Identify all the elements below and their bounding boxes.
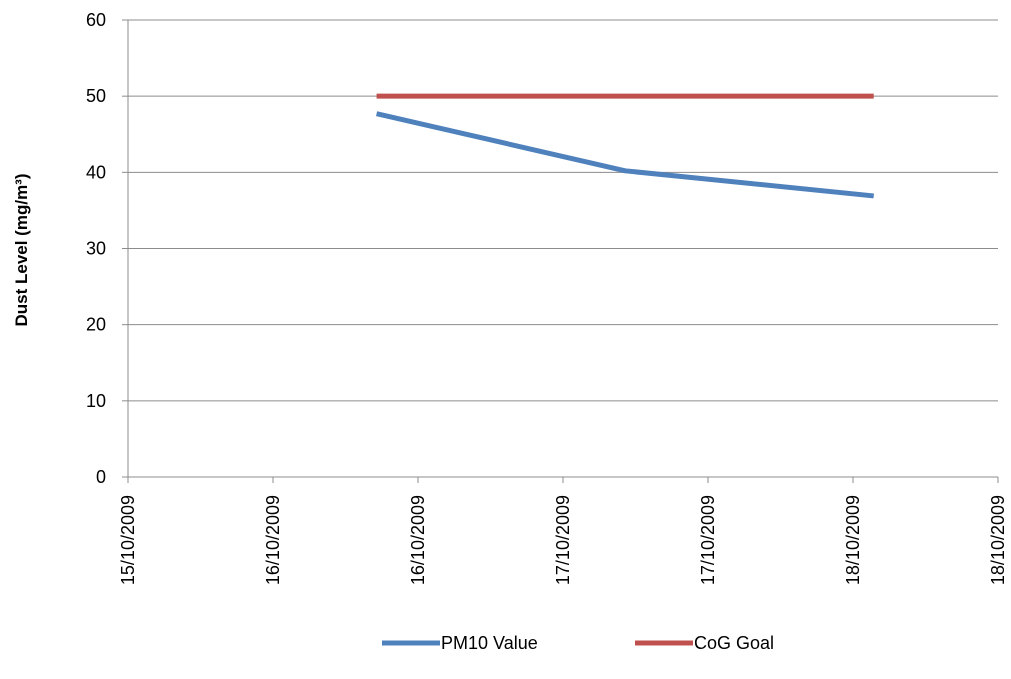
- legend: PM10 Value CoG Goal: [382, 633, 774, 653]
- x-tick-label: 16/10/2009: [263, 495, 283, 585]
- x-tick-label: 18/10/2009: [988, 495, 1008, 585]
- y-tick-label: 30: [86, 239, 106, 259]
- x-tick-label: 18/10/2009: [843, 495, 863, 585]
- x-tick-label: 17/10/2009: [698, 495, 718, 585]
- tick-labels: 0 10 20 30 40 50 60 15/10/2009 16/10/2009 16/10/2…: [86, 10, 1008, 585]
- y-tick-label: 40: [86, 162, 106, 182]
- x-tick-label: 16/10/2009: [408, 495, 428, 585]
- axes: [122, 19, 999, 483]
- y-axis-title: Dust Level (mg/m³): [12, 173, 31, 326]
- y-tick-label: 20: [86, 315, 106, 335]
- y-tick-label: 50: [86, 86, 106, 106]
- legend-label-pm10-value: PM10 Value: [441, 633, 538, 653]
- x-tick-label: 15/10/2009: [118, 495, 138, 585]
- x-tick-label: 17/10/2009: [553, 495, 573, 585]
- y-tick-label: 10: [86, 391, 106, 411]
- series-line-pm10-value: [376, 111, 874, 199]
- y-tick-label: 0: [96, 467, 106, 487]
- series-lines: [376, 93, 874, 199]
- y-tick-label: 60: [86, 10, 106, 30]
- legend-label-cog-goal: CoG Goal: [694, 633, 774, 653]
- gridlines: [128, 19, 998, 402]
